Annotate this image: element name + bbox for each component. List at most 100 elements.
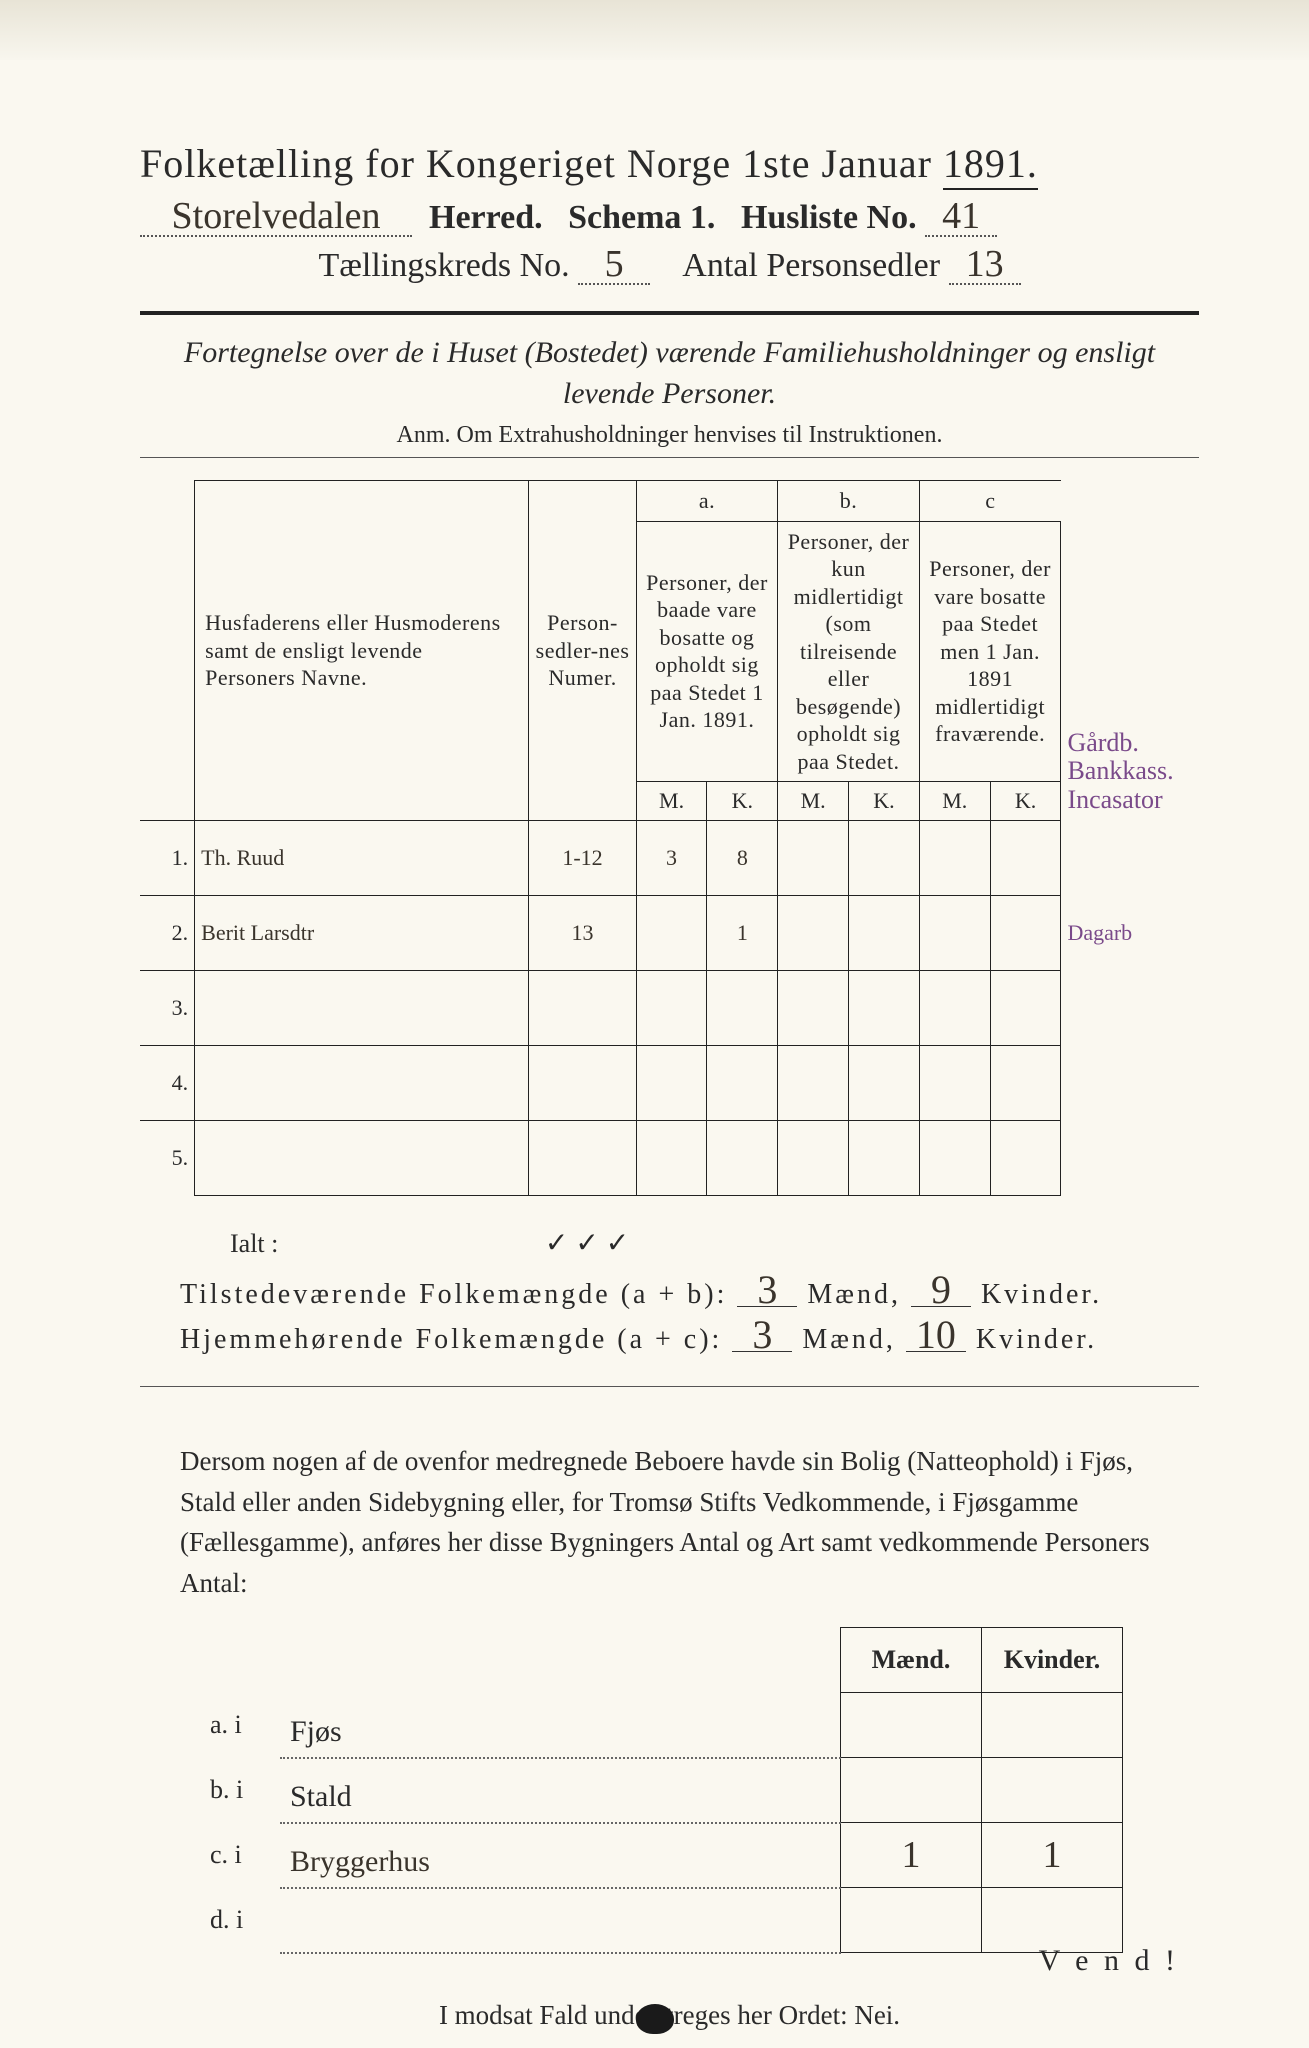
row-b-m xyxy=(778,1121,849,1196)
building-row: a. iFjøs xyxy=(200,1693,1123,1758)
row-c-m xyxy=(919,1121,990,1196)
col-c-head: c xyxy=(919,481,1061,522)
sum2-m: 3 xyxy=(732,1319,792,1352)
sum2-maend: Mænd, xyxy=(802,1324,896,1355)
ialt-text: Ialt : xyxy=(230,1229,278,1258)
table-row: 3. xyxy=(140,971,1199,1046)
bld-m xyxy=(841,1693,982,1758)
sum1-k: 9 xyxy=(911,1274,971,1307)
row-purple xyxy=(1061,1121,1199,1196)
table-row: 1.Th. Ruud1-1238 xyxy=(140,821,1199,896)
sum1-maend: Mænd, xyxy=(807,1279,901,1310)
row-a-k xyxy=(707,971,778,1046)
row-a-m xyxy=(636,971,707,1046)
bld-maend: Mænd. xyxy=(841,1628,982,1693)
row-a-k: 8 xyxy=(707,821,778,896)
row-b-m xyxy=(778,896,849,971)
c-m: M. xyxy=(919,782,990,821)
row-b-k xyxy=(849,896,920,971)
row-c-m xyxy=(919,971,990,1046)
row-sedler: 13 xyxy=(529,896,636,971)
col-b-head: b. xyxy=(778,481,920,522)
sum-line-2: Hjemmehørende Folkemængde (a + c): 3 Mæn… xyxy=(180,1319,1199,1356)
row-sedler xyxy=(529,1121,636,1196)
bld-letter: d. i xyxy=(200,1888,280,1953)
purple-note-top: Gårdb. Bankkass. Incasator xyxy=(1067,729,1193,815)
intro-line1: Fortegnelse over de i Huset (Bostedet) v… xyxy=(184,336,1155,369)
row-num: 2. xyxy=(140,896,195,971)
paper-edge xyxy=(0,0,1309,60)
herred-line: Storelvedalen Herred. Schema 1. Husliste… xyxy=(140,197,1199,237)
bld-letter: a. i xyxy=(200,1693,280,1758)
row-name xyxy=(195,1046,529,1121)
building-row: c. iBryggerhus11 xyxy=(200,1823,1123,1888)
bld-label: Stald xyxy=(280,1758,841,1823)
row-a-k: 1 xyxy=(707,896,778,971)
col-sedler: Person-sedler-nes Numer. xyxy=(529,481,636,821)
kreds-no: 5 xyxy=(578,245,650,285)
row-a-k xyxy=(707,1121,778,1196)
title-line: Folketælling for Kongeriget Norge 1ste J… xyxy=(140,140,1199,187)
row-c-k xyxy=(990,1121,1061,1196)
buildings-paragraph: Dersom nogen af de ovenfor medregnede Be… xyxy=(180,1441,1159,1603)
row-b-m xyxy=(778,1046,849,1121)
ink-blot xyxy=(636,2004,674,2034)
row-a-m: 3 xyxy=(636,821,707,896)
row-c-k xyxy=(990,971,1061,1046)
bld-label: Fjøs xyxy=(280,1693,841,1758)
sum2-k: 10 xyxy=(906,1319,966,1352)
row-b-m xyxy=(778,821,849,896)
bld-m xyxy=(841,1758,982,1823)
tick-marks: ✓ ✓ ✓ xyxy=(545,1228,629,1259)
bld-k xyxy=(982,1693,1123,1758)
household-table: Husfaderens eller Husmoderens samt de en… xyxy=(140,480,1199,1196)
bld-kvinder: Kvinder. xyxy=(982,1628,1123,1693)
col-name-text: Husfaderens eller Husmoderens samt de en… xyxy=(205,610,501,690)
row-num: 4. xyxy=(140,1046,195,1121)
b-k: K. xyxy=(849,782,920,821)
a-m: M. xyxy=(636,782,707,821)
census-form-page: Folketælling for Kongeriget Norge 1ste J… xyxy=(0,0,1309,2048)
row-purple: Dagarb xyxy=(1061,896,1199,971)
buildings-table: Mænd. Kvinder. a. iFjøsb. iStaldc. iBryg… xyxy=(200,1627,1123,1954)
col-name: Husfaderens eller Husmoderens samt de en… xyxy=(195,481,529,821)
rule-thick xyxy=(140,311,1199,315)
husliste-no: 41 xyxy=(925,197,997,237)
vend-label: V e n d ! xyxy=(1039,1944,1179,1978)
row-name: Th. Ruud xyxy=(195,821,529,896)
row-c-k xyxy=(990,896,1061,971)
row-c-m xyxy=(919,1046,990,1121)
col-rownum xyxy=(140,481,195,821)
col-a-text: Personer, der baade vare bosatte og opho… xyxy=(636,521,778,782)
row-a-k xyxy=(707,1046,778,1121)
row-b-k xyxy=(849,971,920,1046)
row-name xyxy=(195,971,529,1046)
col-a-head: a. xyxy=(636,481,778,522)
row-purple xyxy=(1061,821,1199,896)
bld-label: Bryggerhus xyxy=(280,1823,841,1888)
bld-m xyxy=(841,1888,982,1953)
title-prefix: Folketælling for Kongeriget Norge 1ste J… xyxy=(140,141,932,186)
row-name xyxy=(195,1121,529,1196)
bld-k xyxy=(982,1758,1123,1823)
building-row: d. i xyxy=(200,1888,1123,1953)
building-row: b. iStald xyxy=(200,1758,1123,1823)
row-b-k xyxy=(849,821,920,896)
sum1-label: Tilstedeværende Folkemængde (a + b): xyxy=(180,1279,727,1310)
table-row: 5. xyxy=(140,1121,1199,1196)
kreds-label: Tællingskreds No. xyxy=(318,247,569,284)
row-num: 1. xyxy=(140,821,195,896)
a-k: K. xyxy=(707,782,778,821)
sum2-kvinder: Kvinder. xyxy=(976,1324,1097,1355)
bld-k xyxy=(982,1888,1123,1953)
bld-label xyxy=(280,1888,841,1953)
row-c-m xyxy=(919,896,990,971)
herred-label: Herred. xyxy=(429,199,543,236)
row-b-m xyxy=(778,971,849,1046)
schema-label: Schema 1. xyxy=(568,199,715,236)
row-a-m xyxy=(636,1121,707,1196)
sum-line-1: Tilstedeværende Folkemængde (a + b): 3 M… xyxy=(180,1274,1199,1311)
bld-letter: c. i xyxy=(200,1823,280,1888)
ialt-label: Ialt : ✓ ✓ ✓ xyxy=(230,1226,1199,1260)
row-b-k xyxy=(849,1046,920,1121)
